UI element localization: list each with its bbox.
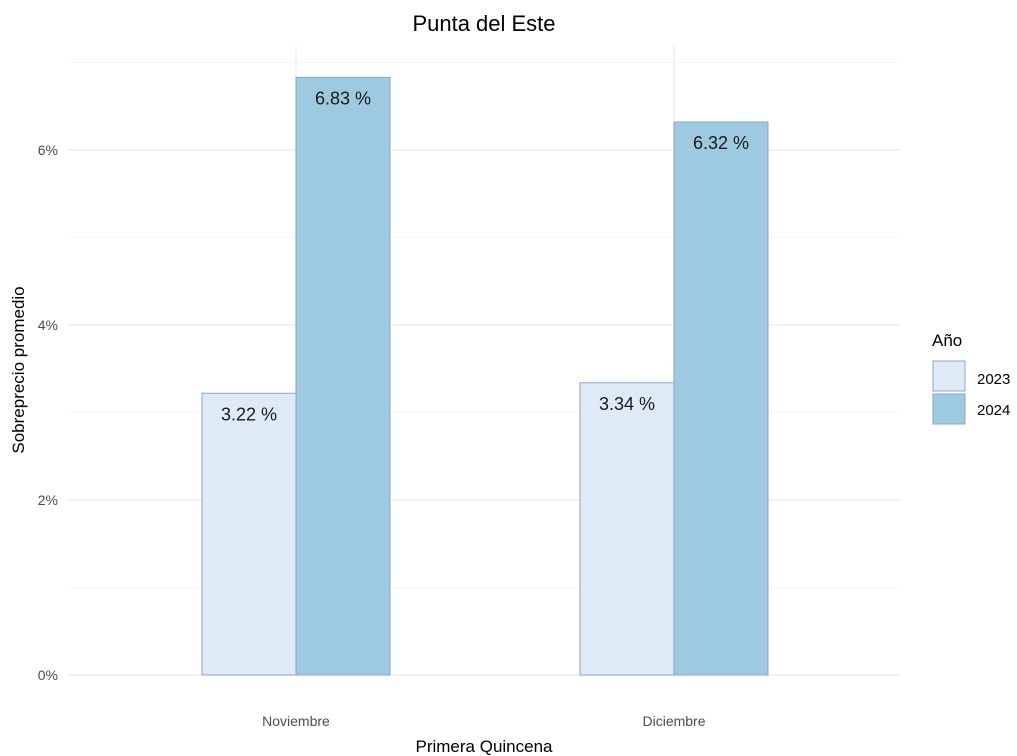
x-tick-label: Noviembre [262, 713, 330, 729]
y-axis-ticks: 0% 2% 4% 6% [38, 142, 58, 683]
x-axis-ticks: Noviembre Diciembre [262, 713, 706, 729]
bar-value-label: 6.32 % [693, 133, 749, 153]
y-axis-title: Sobreprecio promedio [9, 286, 28, 453]
y-tick-label: 6% [38, 142, 58, 158]
legend-key-2023 [932, 360, 966, 392]
grid-lines [68, 45, 900, 676]
bars [201, 76, 769, 676]
legend: Año 2023 2024 [932, 331, 1010, 425]
bar-2024-noviembre [295, 76, 391, 676]
x-tick-label: Diciembre [642, 713, 705, 729]
bar-value-label: 3.22 % [221, 404, 277, 424]
bar-2023-noviembre [201, 392, 297, 676]
chart-title: Punta del Este [412, 11, 555, 36]
y-tick-label: 4% [38, 317, 58, 333]
bar-2024-diciembre [673, 121, 769, 676]
y-tick-label: 0% [38, 667, 58, 683]
legend-label-2023: 2023 [977, 371, 1010, 388]
legend-title: Año [932, 331, 962, 350]
legend-label-2024: 2024 [977, 402, 1010, 419]
bar-labels: 3.22 % 3.34 % 6.83 % 6.32 % [221, 88, 749, 424]
y-tick-label: 2% [38, 492, 58, 508]
legend-key-2024 [932, 393, 966, 425]
bar-value-label: 3.34 % [599, 394, 655, 414]
bar-2023-diciembre [579, 382, 675, 676]
x-axis-title: Primera Quincena [415, 737, 553, 756]
bar-value-label: 6.83 % [315, 88, 371, 108]
